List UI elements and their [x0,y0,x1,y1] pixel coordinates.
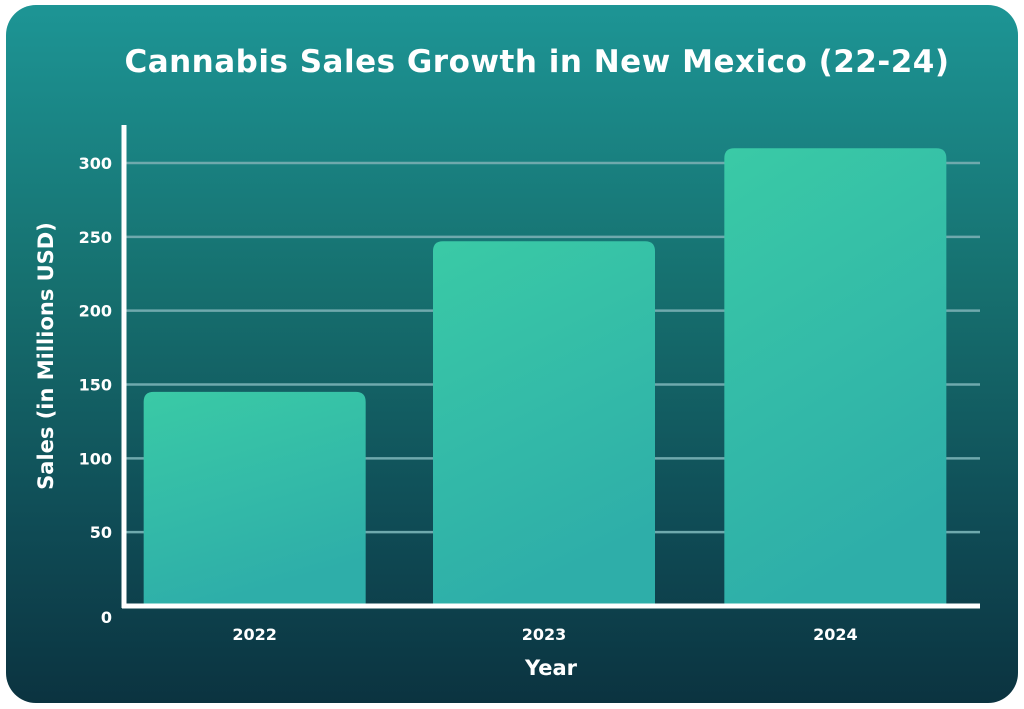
y-tick-label: 200 [79,302,112,321]
y-tick-label: 300 [79,154,112,173]
y-tick-label: 0 [101,608,112,627]
x-axis-label: Year [524,656,578,680]
y-tick-label: 150 [79,376,112,395]
bar-2024 [724,148,947,606]
x-tick-label: 2024 [813,625,858,644]
y-tick-label: 250 [79,228,112,247]
bar-2022 [143,391,366,606]
x-tick-label: 2023 [522,625,567,644]
bar-2023 [433,241,655,606]
y-tick-label: 100 [79,449,112,468]
x-tick-label: 2022 [232,625,277,644]
y-tick-label: 50 [90,523,112,542]
chart-title: Cannabis Sales Growth in New Mexico (22-… [124,44,950,80]
